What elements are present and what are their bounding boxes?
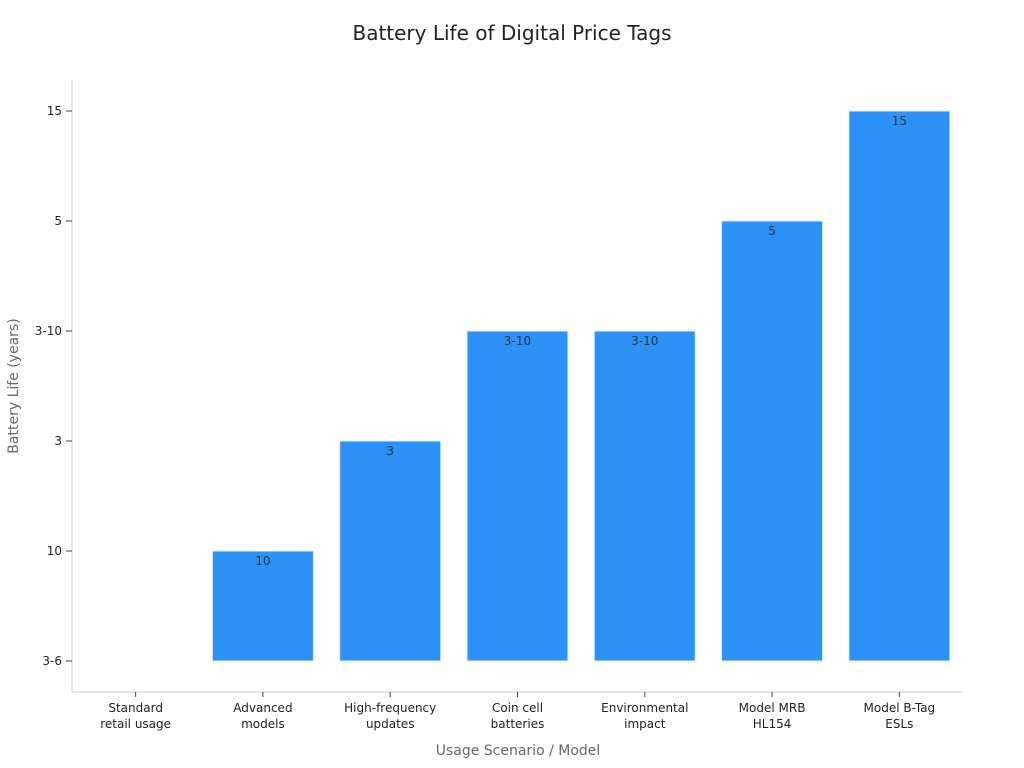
x-tick-label: Advanced [233,701,292,715]
bar [466,330,569,662]
y-tick-label: 3 [54,434,62,448]
x-tick-label: batteries [491,717,545,731]
bar [721,220,824,662]
data-label: 5 [768,224,776,238]
x-tick-label: HL154 [753,717,792,731]
x-tick-label: ESLs [885,717,913,731]
bar [339,440,442,662]
x-tick-label: High-frequency [344,701,436,715]
y-tick-label: 3-10 [35,324,62,338]
x-tick-label: Environmental [601,701,688,715]
chart-title: Battery Life of Digital Price Tags [352,21,671,45]
x-tick-label: updates [366,717,415,731]
data-label: 3-10 [504,334,531,348]
y-tick-label: 3-6 [42,654,62,668]
x-tick-label: Coin cell [492,701,543,715]
data-label: 3-10 [631,334,658,348]
x-tick-label: impact [624,717,666,731]
plot-area: 3-6 10 3 3-10 5 15 Standard retail usage 10 Advan… [35,80,963,731]
data-label: 3 [386,444,394,458]
x-tick-label: retail usage [100,717,171,731]
x-tick-label: Standard [108,701,163,715]
bar [593,330,696,662]
y-axis-label: Battery Life (years) [6,318,22,453]
y-tick-label: 10 [47,544,62,558]
y-tick-label: 5 [54,214,62,228]
x-axis-label: Usage Scenario / Model [436,743,601,759]
data-label: 10 [255,554,270,568]
x-tick-label: Model MRB [739,701,806,715]
x-tick-label: models [241,717,285,731]
data-label: 15 [892,114,907,128]
bar [848,110,951,662]
bar [211,550,314,662]
y-tick-label: 15 [47,104,62,118]
x-tick-label: Model B-Tag [864,701,936,715]
